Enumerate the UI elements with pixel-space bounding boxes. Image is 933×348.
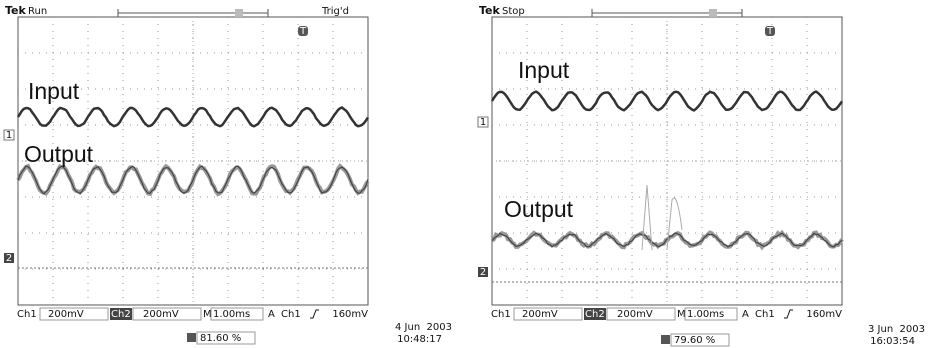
- record-bracket: [118, 9, 268, 17]
- output-label: Output: [24, 141, 94, 167]
- record-window: [235, 9, 243, 17]
- ch2-scale: 200mV: [617, 309, 653, 320]
- input-label: Input: [28, 78, 80, 104]
- record-bracket: [592, 9, 742, 17]
- input-waveform: [18, 108, 368, 127]
- timebase: 1.00ms: [213, 309, 250, 320]
- ch1-scale: 200mV: [522, 309, 558, 320]
- ch2-label: Ch2: [111, 309, 131, 320]
- date: 4 Jun 2003: [395, 322, 452, 333]
- ch1-label: Ch1: [17, 309, 37, 320]
- page: {"panels": [ {"brand": "Tek", "status": …: [0, 0, 933, 348]
- ch1-label: Ch1: [491, 309, 511, 320]
- figure: InputOutput12TTekRunTrig'dCh1200mVCh2200…: [0, 0, 933, 348]
- ch2-scale: 200mV: [143, 309, 179, 320]
- timebase-prefix: M: [677, 309, 686, 320]
- measurement: 81.60 %: [200, 333, 241, 344]
- record-window: [709, 9, 717, 17]
- ch2-marker: 2: [6, 253, 12, 264]
- timebase: 1.00ms: [687, 309, 724, 320]
- ch2-label: Ch2: [585, 309, 605, 320]
- date: 3 Jun 2003: [868, 324, 925, 335]
- ch2-marker: 2: [480, 267, 486, 278]
- time: 16:03:54: [870, 336, 915, 347]
- trigger-marker: T: [766, 26, 774, 37]
- output-label: Output: [504, 196, 574, 222]
- trigger-source: Ch1: [755, 309, 775, 320]
- trigger-state: Trig'd: [321, 6, 349, 17]
- trigger-level: 160mV: [332, 309, 368, 320]
- input-label: Input: [518, 57, 570, 83]
- trigger-level: 160mV: [806, 309, 842, 320]
- measurement: 79.60 %: [674, 335, 715, 346]
- status: Run: [28, 6, 47, 17]
- meas-icon: [187, 333, 196, 342]
- slope-icon: [310, 310, 319, 318]
- time: 10:48:17: [397, 334, 442, 345]
- ch1-marker: 1: [480, 117, 486, 128]
- trigger-marker: T: [299, 26, 307, 37]
- slope-icon: [784, 310, 793, 318]
- timebase-prefix: M: [203, 309, 212, 320]
- trigger-mode: A: [268, 309, 275, 320]
- brand: Tek: [5, 4, 27, 17]
- output-waveform: [492, 233, 842, 247]
- status: Stop: [502, 6, 525, 17]
- brand: Tek: [479, 4, 501, 17]
- ch1-marker: 1: [6, 130, 12, 141]
- trigger-source: Ch1: [281, 309, 301, 320]
- trigger-mode: A: [742, 309, 749, 320]
- ch1-scale: 200mV: [48, 309, 84, 320]
- meas-icon: [661, 335, 670, 344]
